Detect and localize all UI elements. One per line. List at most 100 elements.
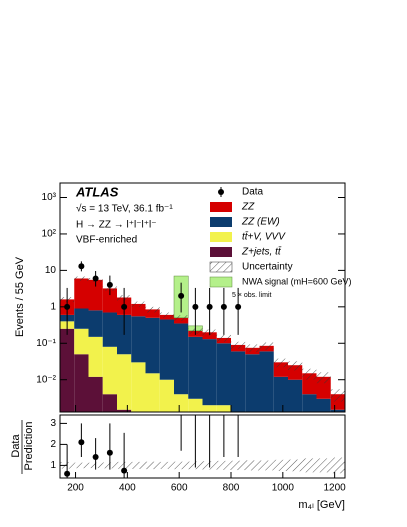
ratio-uncertainty-band [302,458,317,473]
y-tick-label: 10⁻¹ [36,338,56,349]
uncertainty-band [302,368,317,380]
ratio-y-tick-label: 3 [50,418,56,429]
stack-bar [159,319,174,380]
y-tick-label: 10⁻² [36,374,56,385]
uncertainty-band [288,361,303,371]
ratio-uncertainty-band [259,460,274,471]
stack-bar [245,354,260,412]
main-plot [60,261,345,412]
x-tick-label: 1200 [324,483,347,494]
ratio-uncertainty-band [231,460,246,471]
y-tick-label: 10³ [42,192,57,203]
stack-bar [188,398,203,412]
ratio-uncertainty-band [174,461,189,470]
ratio-point [106,449,113,456]
stack-bar [88,310,103,337]
uncertainty-band [174,315,189,321]
x-tick-label: 1000 [272,483,295,494]
uncertainty-band [216,334,231,342]
stack-bar [102,312,117,347]
legend-swatch [210,217,232,227]
legend-label: Uncertainty [242,262,293,273]
ratio-numerator: Data [10,434,22,458]
x-tick-label: 400 [119,483,136,494]
ratio-point [121,467,128,474]
data-point [92,275,99,282]
data-point [64,303,71,310]
legend-label: Data [242,187,264,198]
legend-label: ZZ (EW) [241,217,280,228]
x-tick-label: 600 [171,483,188,494]
uncertainty-band [159,312,174,318]
energy-label: √s = 13 TeV, 36.1 fb⁻¹ [76,203,173,215]
ratio-point [78,439,85,446]
data-point [106,281,113,288]
stack-bar [145,309,160,318]
y-tick-label: 1 [50,301,56,312]
x-tick-label: 200 [67,483,84,494]
stack-bar [88,336,103,377]
stack-bar [131,303,146,317]
stack-bar [131,316,146,363]
uncertainty-band [316,372,331,384]
uncertainty-band [74,276,89,281]
ratio-frame [59,414,346,479]
ratio-uncertainty-band [330,457,345,474]
stack-bar [88,376,103,412]
stack-bar [316,398,331,412]
legend-swatch [210,202,232,212]
stack-bar [231,351,246,412]
stack-bar [145,317,160,374]
ratio-point [92,454,99,460]
data-point [78,263,85,270]
ratio-uncertainty-band [74,462,89,469]
legend-swatch [209,276,233,288]
ratio-uncertainty-band [273,459,288,471]
stack-bar [188,336,203,399]
stack-bar [74,278,89,309]
stack-bar [159,379,174,412]
ratio-uncertainty-band [245,460,260,471]
stack-bar [74,328,89,355]
category-label: VBF-enriched [76,235,137,246]
y-tick-label: 10² [42,229,57,240]
stack-bar [74,354,89,412]
stack-bar [102,394,117,412]
ratio-uncertainty-band [288,459,303,472]
stack-bar [102,288,117,313]
stack-bar [145,373,160,412]
experiment-label: ATLAS [75,184,119,199]
ratio-uncertainty-band [145,461,160,470]
stack-bar [88,279,103,311]
data-point [235,303,242,310]
y-tick-label: 10 [45,265,57,276]
uncertainty-band [259,342,274,351]
stack-bar [174,394,189,412]
data-point [121,303,128,310]
legend-swatch [209,261,233,273]
ratio-point [235,252,241,258]
stack-bar [216,405,231,412]
stack-bar [74,308,89,329]
data-point [178,292,185,299]
main-frame [59,182,346,413]
stack-bar [102,346,117,395]
stack-bar [174,323,189,395]
ratio-y-tick-label: 2 [50,439,56,450]
uncertainty-band [330,389,345,402]
stack-bar [117,409,132,412]
stack-bar [216,343,231,406]
x-tick-label: 800 [223,483,240,494]
data-point [192,303,199,310]
legend-data-marker [218,189,224,195]
stack-bar [330,409,345,412]
ratio-uncertainty-band [216,460,231,470]
uncertainty-band [231,341,246,349]
legend-label: Z+jets, tt̄ [241,245,282,257]
stack-bar [259,351,274,412]
ratio-point [64,470,71,477]
legend-label: ZZ [241,202,255,213]
overlay: ATLAS √s = 13 TeV, 36.1 fb⁻¹ H → ZZ → l⁺… [10,182,351,511]
data-point [220,303,227,310]
